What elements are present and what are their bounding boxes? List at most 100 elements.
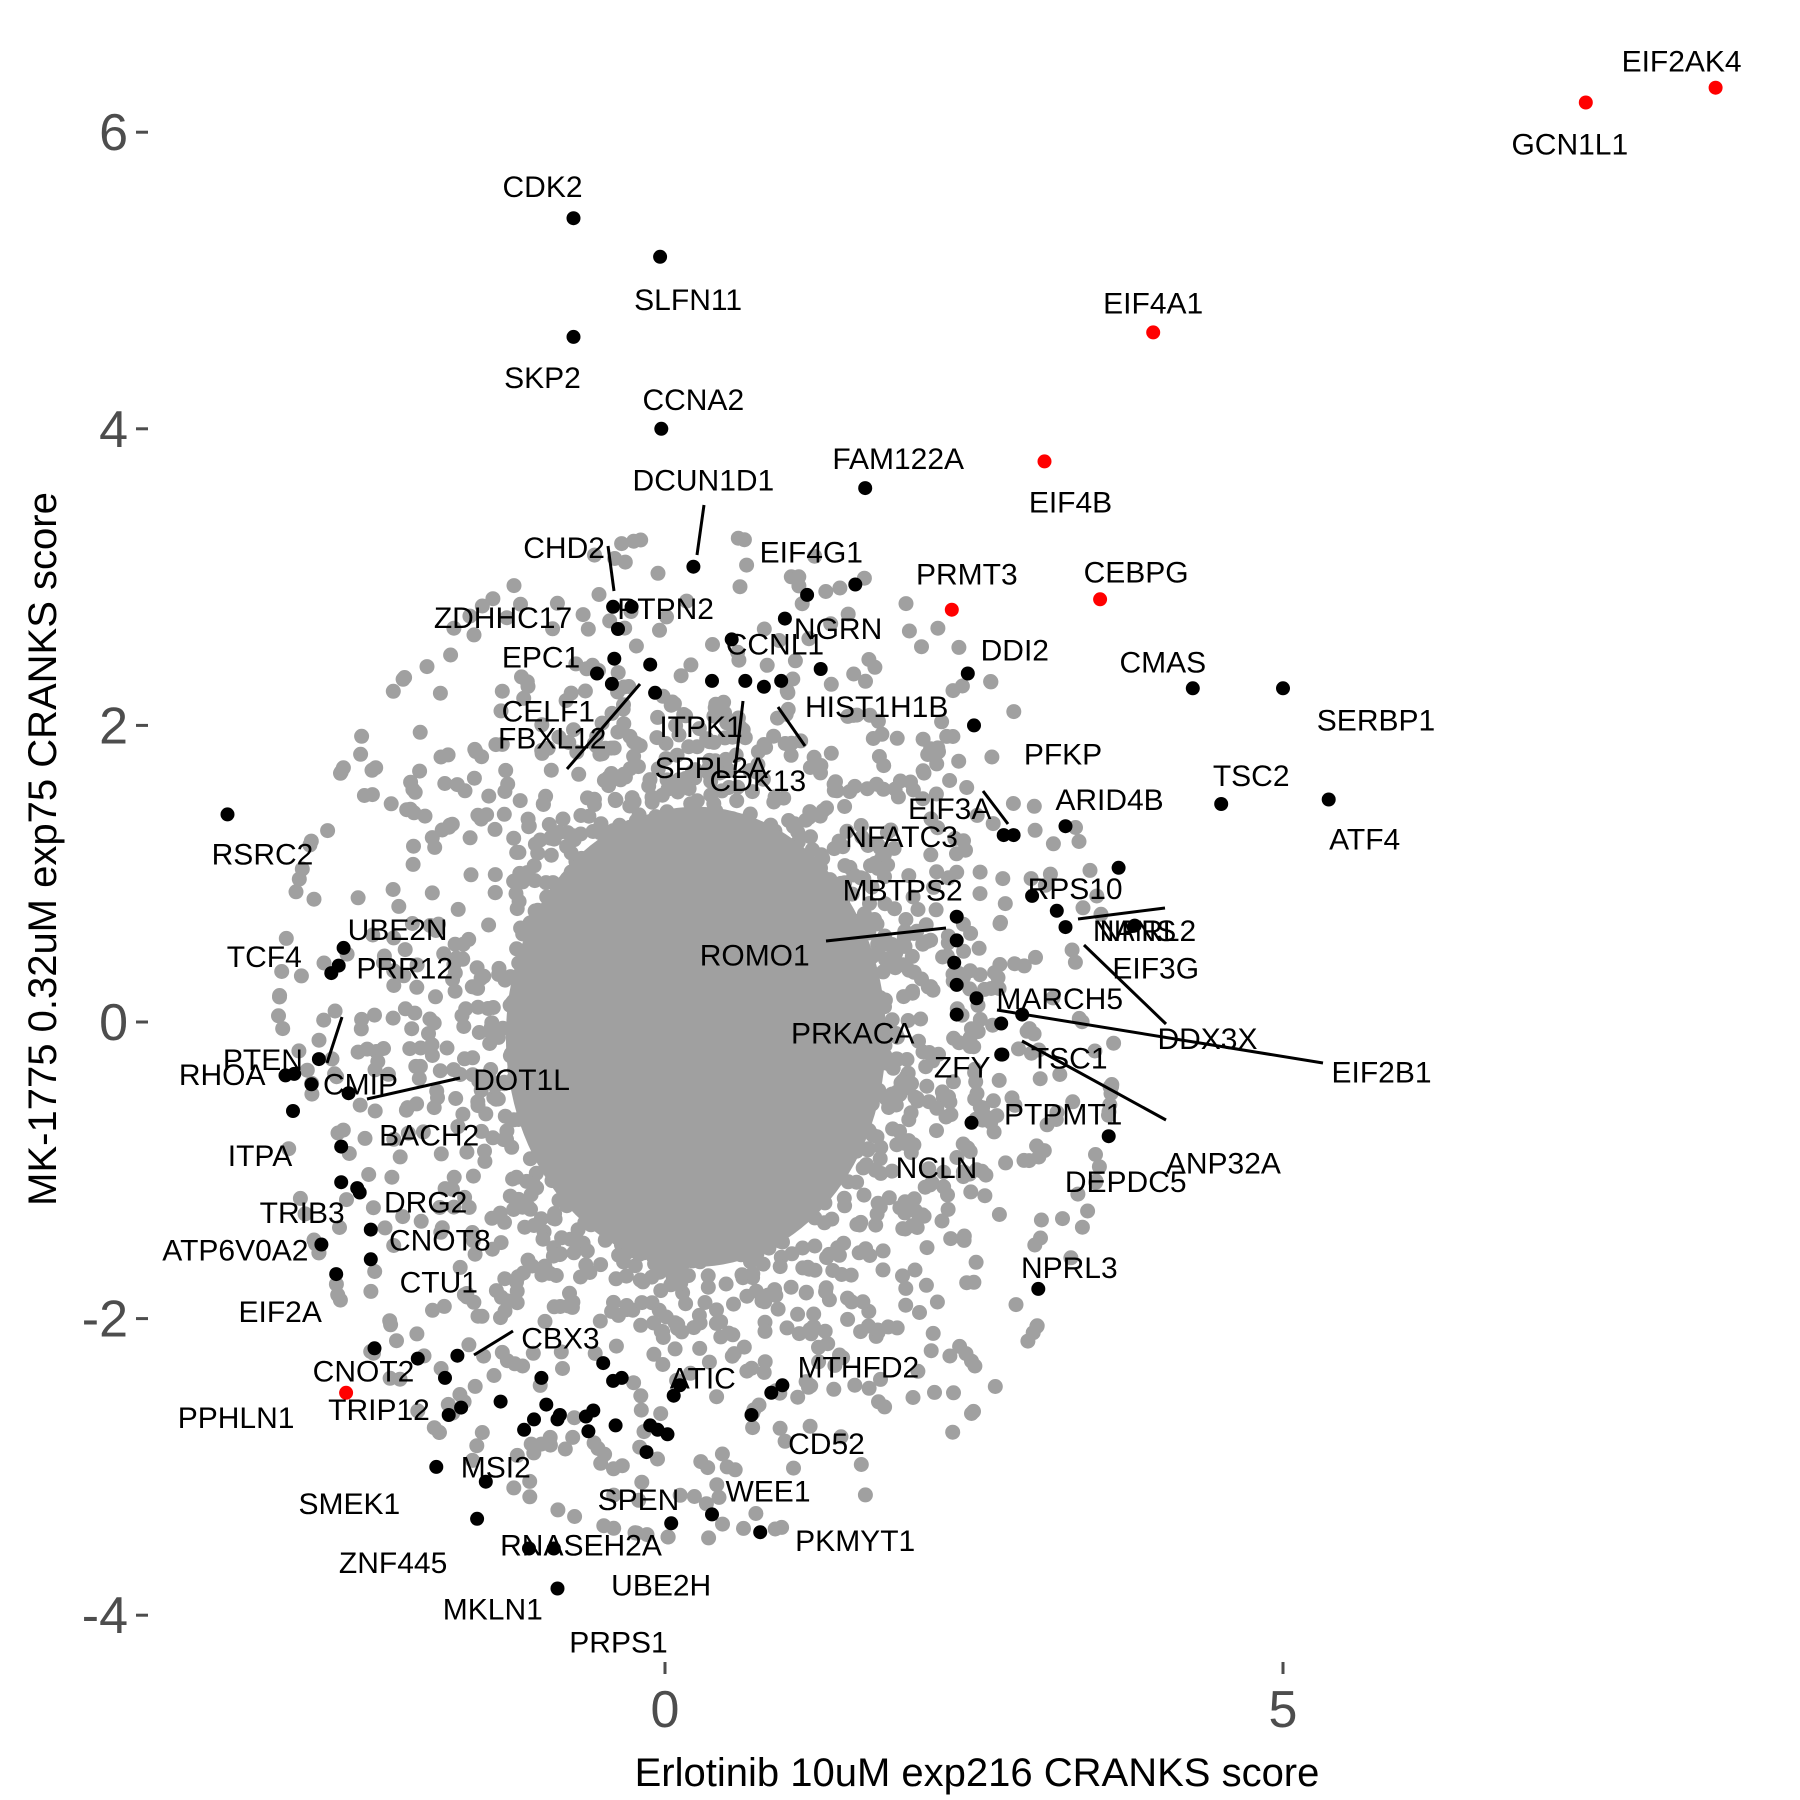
background-point [448, 1091, 464, 1106]
background-point [823, 676, 839, 692]
point-celf1 [607, 651, 622, 666]
background-point [811, 1339, 826, 1355]
background-point [901, 1133, 917, 1149]
background-point [335, 1122, 351, 1138]
background-point [986, 1124, 1002, 1140]
background-point [566, 722, 581, 738]
background-point [385, 1010, 401, 1026]
background-point [870, 860, 886, 876]
background-point [535, 797, 551, 812]
background-point [701, 734, 717, 750]
background-point [691, 721, 707, 737]
background-point [798, 1285, 814, 1301]
background-point [928, 786, 944, 802]
background-point [582, 1265, 598, 1280]
background-point [409, 1096, 425, 1112]
point-tsc2 [1214, 797, 1229, 811]
point-label-itpa: ITPA [228, 1140, 292, 1173]
background-point [899, 1052, 915, 1067]
background-point [790, 1306, 806, 1322]
point-trib3 [334, 1175, 349, 1190]
background-point [467, 741, 483, 757]
background-point [424, 1048, 440, 1063]
background-point [958, 1346, 974, 1362]
background-point [826, 1381, 842, 1397]
background-point [606, 1487, 622, 1503]
background-point [832, 580, 848, 596]
background-point [526, 1218, 542, 1233]
background-point [779, 1320, 795, 1336]
background-point [985, 1093, 1001, 1109]
background-point [446, 1169, 462, 1185]
point-tsc1 [1015, 1007, 1030, 1022]
highlighted-point [764, 1385, 779, 1400]
background-point [299, 1062, 315, 1078]
background-point [403, 774, 419, 790]
background-point [992, 916, 1008, 932]
background-point [823, 745, 839, 761]
background-point [923, 1343, 939, 1359]
background-point [968, 1254, 984, 1270]
background-point [867, 912, 882, 927]
background-point [898, 912, 914, 927]
background-point [493, 703, 509, 719]
background-point [431, 1425, 447, 1440]
background-point [1036, 1143, 1052, 1159]
point-eif4a1 [1146, 325, 1161, 340]
background-point [271, 1008, 286, 1024]
point-label-cd52: CD52 [788, 1428, 865, 1461]
background-point [542, 1429, 558, 1445]
background-point [854, 829, 870, 845]
background-point [497, 1214, 512, 1230]
background-point [862, 707, 878, 723]
background-point [889, 1137, 905, 1153]
background-point [497, 1108, 513, 1124]
background-point [727, 1462, 743, 1478]
background-point [875, 1243, 891, 1259]
background-point [871, 749, 887, 764]
background-point [432, 1200, 448, 1215]
background-point [867, 1162, 883, 1178]
background-point [749, 764, 764, 780]
point-label-eif4b: EIF4B [1029, 486, 1112, 519]
background-point [487, 821, 503, 837]
background-point [709, 1389, 725, 1405]
background-point [482, 1036, 498, 1051]
background-point [457, 1189, 473, 1205]
background-point [906, 1191, 922, 1207]
background-point [837, 799, 853, 814]
background-point [571, 766, 587, 782]
point-pphln1 [339, 1385, 354, 1400]
leader-line-chd2 [606, 545, 616, 592]
background-point [485, 591, 501, 607]
point-eif4g1 [848, 577, 863, 592]
background-point [564, 1299, 580, 1315]
background-point [837, 858, 853, 874]
background-point [884, 1012, 900, 1028]
background-point [915, 731, 931, 747]
background-point [532, 832, 548, 848]
point-label-ptpmt1: PTPMT1 [1004, 1099, 1122, 1132]
background-point [748, 1283, 764, 1299]
y-axis: -4 -2 0 2 4 6 [82, 104, 148, 1645]
x-tick-label: 0 [651, 1681, 680, 1739]
background-point [806, 1306, 822, 1322]
background-point [596, 1518, 612, 1534]
point-label-eif3g: EIF3G [1112, 953, 1199, 986]
background-point [987, 1379, 1003, 1394]
background-point [955, 1169, 971, 1185]
y-axis-title: MK-1775 0.32uM exp75 CRANKS score [21, 492, 65, 1206]
leader-line-eif2b1 [996, 1008, 1324, 1065]
background-point [324, 1051, 340, 1067]
background-point [682, 1365, 698, 1381]
background-point [1082, 862, 1098, 878]
background-point [787, 816, 803, 832]
background-point [552, 1247, 568, 1263]
point-label-pten: PTEN [223, 1044, 303, 1077]
background-point [433, 1146, 449, 1162]
background-point [335, 760, 351, 776]
background-point [614, 536, 630, 552]
background-point [462, 608, 478, 624]
background-point [526, 858, 542, 874]
